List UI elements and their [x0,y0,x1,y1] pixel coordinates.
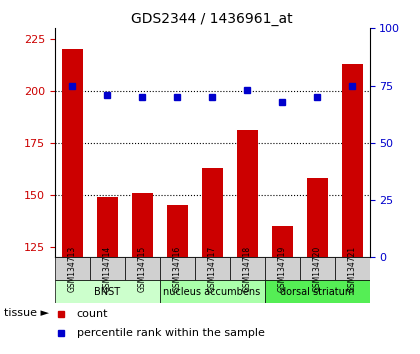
Text: GSM134713: GSM134713 [68,246,76,292]
Text: percentile rank within the sample: percentile rank within the sample [77,327,265,337]
Bar [167,205,188,257]
Text: GSM134717: GSM134717 [207,246,217,292]
Text: GSM134716: GSM134716 [173,246,181,292]
Text: nucleus accumbens: nucleus accumbens [163,287,261,297]
Text: GSM134715: GSM134715 [138,246,147,292]
FancyBboxPatch shape [160,257,194,280]
Bar [131,193,152,257]
Text: dorsal striatum: dorsal striatum [280,287,354,297]
Bar [97,197,118,257]
Text: GSM134721: GSM134721 [348,246,357,292]
Bar [341,64,362,257]
FancyBboxPatch shape [125,257,160,280]
FancyBboxPatch shape [335,257,370,280]
Title: GDS2344 / 1436961_at: GDS2344 / 1436961_at [131,12,293,26]
FancyBboxPatch shape [194,257,230,280]
FancyBboxPatch shape [265,257,299,280]
Bar [272,226,293,257]
Bar [236,130,257,257]
Bar [202,168,223,257]
FancyBboxPatch shape [230,257,265,280]
Text: tissue ►: tissue ► [4,308,49,318]
Text: GSM134720: GSM134720 [312,246,322,292]
FancyBboxPatch shape [89,257,125,280]
Text: GSM134718: GSM134718 [243,246,252,292]
FancyBboxPatch shape [55,280,160,303]
Text: GSM134719: GSM134719 [278,246,286,292]
FancyBboxPatch shape [299,257,335,280]
Bar [307,178,328,257]
Text: GSM134714: GSM134714 [102,246,112,292]
FancyBboxPatch shape [55,257,89,280]
FancyBboxPatch shape [160,280,265,303]
FancyBboxPatch shape [265,280,370,303]
Text: BNST: BNST [94,287,120,297]
Text: count: count [77,309,108,319]
Bar [62,49,83,257]
